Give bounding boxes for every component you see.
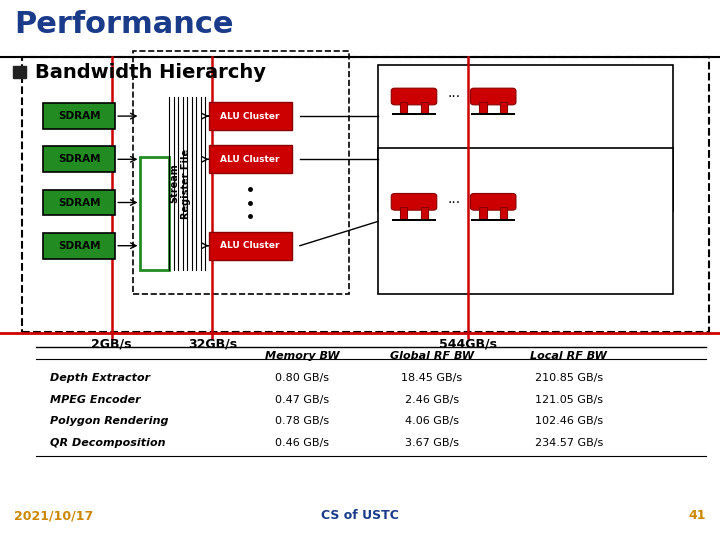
FancyBboxPatch shape — [43, 146, 115, 172]
FancyBboxPatch shape — [43, 190, 115, 215]
FancyBboxPatch shape — [420, 207, 428, 219]
FancyBboxPatch shape — [209, 145, 292, 173]
Text: 544GB/s: 544GB/s — [439, 338, 497, 350]
FancyBboxPatch shape — [43, 103, 115, 129]
FancyBboxPatch shape — [479, 207, 487, 219]
FancyBboxPatch shape — [400, 207, 408, 219]
Text: 0.80 GB/s: 0.80 GB/s — [275, 373, 329, 383]
Text: Stream
Register File: Stream Register File — [169, 148, 191, 219]
Text: Memory BW: Memory BW — [265, 352, 340, 361]
Text: 0.47 GB/s: 0.47 GB/s — [275, 395, 330, 404]
FancyBboxPatch shape — [378, 65, 673, 211]
FancyBboxPatch shape — [400, 102, 408, 113]
Text: Local RF BW: Local RF BW — [531, 352, 607, 361]
Text: ALU Cluster: ALU Cluster — [220, 112, 280, 120]
Text: Depth Extractor: Depth Extractor — [50, 373, 150, 383]
Text: 32GB/s: 32GB/s — [188, 338, 237, 350]
FancyBboxPatch shape — [209, 232, 292, 260]
Text: SDRAM: SDRAM — [58, 111, 101, 121]
Text: 0.46 GB/s: 0.46 GB/s — [275, 438, 329, 448]
FancyBboxPatch shape — [470, 193, 516, 210]
FancyBboxPatch shape — [209, 102, 292, 130]
Text: Performance: Performance — [14, 10, 234, 39]
FancyBboxPatch shape — [479, 102, 487, 113]
Text: 2GB/s: 2GB/s — [91, 338, 132, 350]
Text: 2021/10/17: 2021/10/17 — [14, 509, 94, 522]
FancyBboxPatch shape — [378, 148, 673, 294]
FancyBboxPatch shape — [500, 102, 508, 113]
FancyBboxPatch shape — [500, 207, 508, 219]
FancyBboxPatch shape — [43, 233, 115, 259]
FancyBboxPatch shape — [140, 157, 169, 270]
Text: ...: ... — [447, 86, 460, 100]
Text: CS of USTC: CS of USTC — [321, 509, 399, 522]
Bar — [13, 66, 26, 78]
Text: MPEG Encoder: MPEG Encoder — [50, 395, 141, 404]
Text: Global RF BW: Global RF BW — [390, 352, 474, 361]
Text: Bandwidth Hierarchy: Bandwidth Hierarchy — [35, 63, 266, 82]
Text: SDRAM: SDRAM — [58, 241, 101, 251]
FancyBboxPatch shape — [392, 113, 436, 116]
Text: QR Decomposition: QR Decomposition — [50, 438, 166, 448]
Text: SDRAM: SDRAM — [58, 198, 101, 207]
Text: SDRAM: SDRAM — [58, 154, 101, 164]
FancyBboxPatch shape — [391, 193, 437, 210]
FancyBboxPatch shape — [392, 219, 436, 221]
Text: 234.57 GB/s: 234.57 GB/s — [535, 438, 603, 448]
Text: ALU Cluster: ALU Cluster — [220, 155, 280, 164]
FancyBboxPatch shape — [472, 219, 515, 221]
Text: 3.67 GB/s: 3.67 GB/s — [405, 438, 459, 448]
Text: 102.46 GB/s: 102.46 GB/s — [535, 416, 603, 426]
Text: 41: 41 — [688, 509, 706, 522]
FancyBboxPatch shape — [420, 102, 428, 113]
Text: 121.05 GB/s: 121.05 GB/s — [535, 395, 603, 404]
Text: 4.06 GB/s: 4.06 GB/s — [405, 416, 459, 426]
Text: ALU Cluster: ALU Cluster — [220, 241, 280, 250]
Text: 0.78 GB/s: 0.78 GB/s — [275, 416, 330, 426]
Text: ...: ... — [447, 192, 460, 206]
Text: 2.46 GB/s: 2.46 GB/s — [405, 395, 459, 404]
FancyBboxPatch shape — [472, 113, 515, 116]
Text: Polygon Rendering: Polygon Rendering — [50, 416, 169, 426]
FancyBboxPatch shape — [470, 88, 516, 105]
Text: 18.45 GB/s: 18.45 GB/s — [402, 373, 462, 383]
FancyBboxPatch shape — [391, 88, 437, 105]
Text: 210.85 GB/s: 210.85 GB/s — [535, 373, 603, 383]
